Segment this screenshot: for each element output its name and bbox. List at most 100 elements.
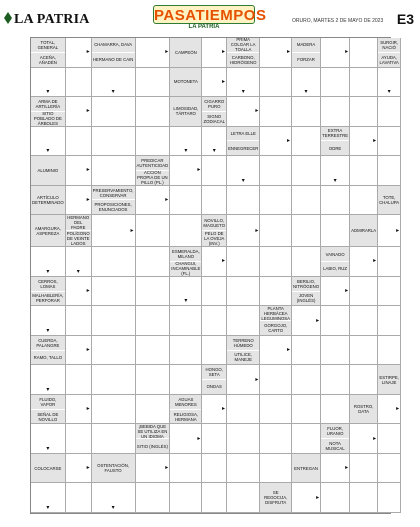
answer-cell[interactable]: ▸ <box>260 38 293 68</box>
answer-cell[interactable] <box>202 424 228 454</box>
answer-cell[interactable] <box>65 483 92 513</box>
answer-cell[interactable] <box>227 247 261 277</box>
answer-cell[interactable]: ▸ <box>135 453 171 484</box>
answer-cell[interactable] <box>202 306 228 336</box>
answer-cell[interactable] <box>135 247 171 277</box>
answer-cell[interactable] <box>292 156 322 186</box>
answer-cell[interactable] <box>292 335 322 366</box>
answer-cell[interactable] <box>65 67 92 98</box>
answer-cell[interactable]: ▸ <box>91 215 136 248</box>
answer-cell[interactable] <box>260 215 293 248</box>
answer-cell[interactable] <box>91 306 136 336</box>
answer-cell[interactable] <box>260 185 293 216</box>
answer-cell[interactable]: ▸ <box>65 453 92 484</box>
answer-cell[interactable] <box>135 365 171 395</box>
answer-cell[interactable]: ▾ <box>378 67 402 98</box>
answer-cell[interactable] <box>350 335 379 366</box>
answer-cell[interactable] <box>170 335 203 366</box>
answer-cell[interactable] <box>135 276 171 307</box>
answer-cell[interactable] <box>91 335 136 366</box>
answer-cell[interactable] <box>321 483 351 513</box>
answer-cell[interactable]: ▸ <box>350 126 379 157</box>
answer-cell[interactable] <box>292 247 322 277</box>
answer-cell[interactable]: ▾ <box>31 126 66 157</box>
answer-cell[interactable] <box>321 185 351 216</box>
answer-cell[interactable]: ▾ <box>227 67 261 98</box>
answer-cell[interactable] <box>170 215 203 248</box>
answer-cell[interactable]: ▸ <box>350 424 379 454</box>
answer-cell[interactable] <box>260 247 293 277</box>
answer-cell[interactable] <box>202 335 228 366</box>
answer-cell[interactable] <box>170 185 203 216</box>
answer-cell[interactable]: ▸ <box>321 276 351 307</box>
answer-cell[interactable] <box>135 483 171 513</box>
answer-cell[interactable] <box>350 276 379 307</box>
answer-cell[interactable] <box>378 453 402 484</box>
answer-cell[interactable] <box>135 335 171 366</box>
answer-cell[interactable]: ▸ <box>65 335 92 366</box>
answer-cell[interactable]: ▾ <box>321 156 351 186</box>
answer-cell[interactable]: ▸ <box>260 335 293 366</box>
answer-cell[interactable] <box>260 424 293 454</box>
answer-cell[interactable] <box>65 306 92 336</box>
answer-cell[interactable]: ▾ <box>202 126 228 157</box>
answer-cell[interactable]: ▸ <box>292 483 322 513</box>
answer-cell[interactable] <box>378 424 402 454</box>
answer-cell[interactable] <box>350 156 379 186</box>
answer-cell[interactable] <box>202 156 228 186</box>
answer-cell[interactable] <box>378 126 402 157</box>
answer-cell[interactable] <box>91 365 136 395</box>
answer-cell[interactable] <box>135 215 171 248</box>
answer-cell[interactable] <box>91 156 136 186</box>
answer-cell[interactable]: ▸ <box>170 156 203 186</box>
answer-cell[interactable]: ▸ <box>227 365 261 395</box>
answer-cell[interactable]: ▾ <box>31 67 66 98</box>
answer-cell[interactable] <box>378 97 402 127</box>
answer-cell[interactable] <box>292 215 322 248</box>
answer-cell[interactable] <box>321 365 351 395</box>
answer-cell[interactable] <box>350 97 379 127</box>
answer-cell[interactable]: ▸ <box>321 453 351 484</box>
answer-cell[interactable] <box>292 424 322 454</box>
answer-cell[interactable] <box>202 483 228 513</box>
answer-cell[interactable] <box>91 276 136 307</box>
answer-cell[interactable] <box>350 38 379 68</box>
answer-cell[interactable]: ▸ <box>202 394 228 425</box>
answer-cell[interactable] <box>378 247 402 277</box>
answer-cell[interactable] <box>292 365 322 395</box>
answer-cell[interactable]: ▾ <box>31 424 66 454</box>
answer-cell[interactable]: ▾ <box>31 306 66 336</box>
answer-cell[interactable]: ▾ <box>91 67 136 98</box>
answer-cell[interactable] <box>292 185 322 216</box>
answer-cell[interactable] <box>135 97 171 127</box>
answer-cell[interactable] <box>135 306 171 336</box>
answer-cell[interactable]: ▸ <box>202 38 228 68</box>
answer-cell[interactable] <box>350 365 379 395</box>
answer-cell[interactable]: ▸ <box>170 424 203 454</box>
answer-cell[interactable] <box>170 365 203 395</box>
answer-cell[interactable]: ▸ <box>378 215 402 248</box>
answer-cell[interactable] <box>227 453 261 484</box>
answer-cell[interactable] <box>202 453 228 484</box>
answer-cell[interactable]: ▾ <box>170 126 203 157</box>
answer-cell[interactable]: ▾ <box>65 247 92 277</box>
answer-cell[interactable]: ▸ <box>135 38 171 68</box>
answer-cell[interactable] <box>350 453 379 484</box>
answer-cell[interactable] <box>227 185 261 216</box>
answer-cell[interactable] <box>260 365 293 395</box>
answer-cell[interactable] <box>260 97 293 127</box>
answer-cell[interactable]: ▸ <box>65 156 92 186</box>
answer-cell[interactable]: ▸ <box>65 38 92 68</box>
answer-cell[interactable] <box>378 335 402 366</box>
answer-cell[interactable]: ▸ <box>65 394 92 425</box>
answer-cell[interactable] <box>91 97 136 127</box>
answer-cell[interactable]: ▸ <box>135 185 171 216</box>
answer-cell[interactable] <box>260 67 293 98</box>
answer-cell[interactable] <box>91 126 136 157</box>
answer-cell[interactable] <box>170 483 203 513</box>
answer-cell[interactable] <box>292 97 322 127</box>
answer-cell[interactable] <box>202 276 228 307</box>
answer-cell[interactable] <box>321 394 351 425</box>
answer-cell[interactable]: ▾ <box>170 276 203 307</box>
answer-cell[interactable] <box>91 394 136 425</box>
